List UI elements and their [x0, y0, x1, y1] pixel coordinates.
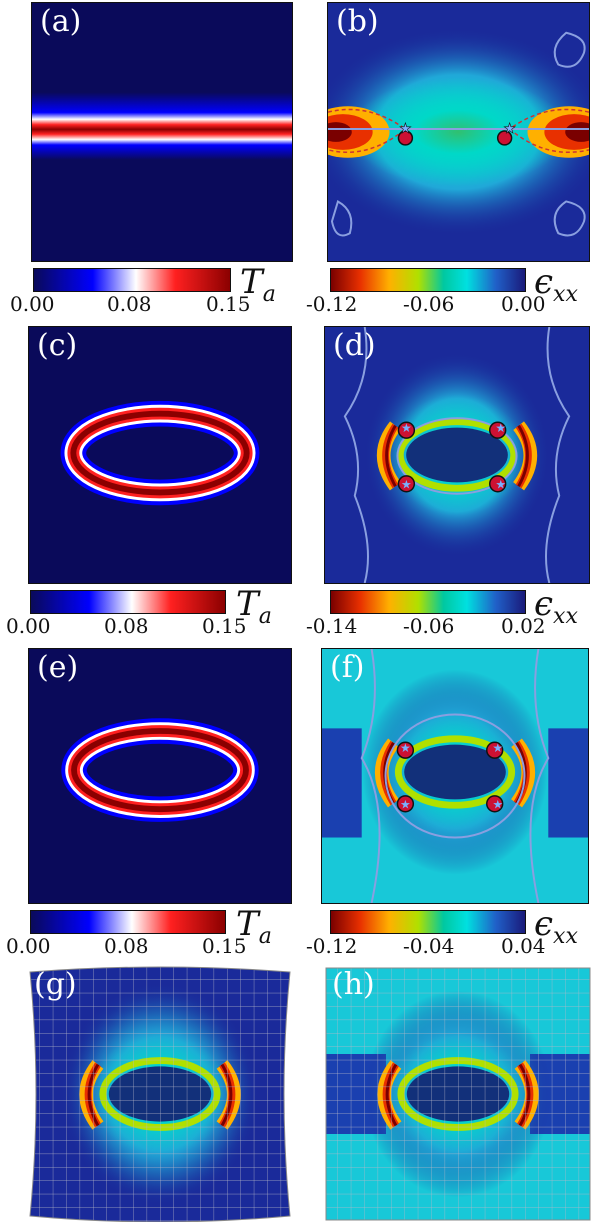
- colorbar-ta-1-tick-min: 0.00: [10, 292, 55, 316]
- colorbar-eps-2-tick-max: 0.02: [501, 614, 546, 638]
- svg-text:★: ★: [399, 121, 411, 137]
- svg-text:★: ★: [503, 121, 515, 137]
- panel-b-label: (b): [336, 4, 379, 39]
- panel-a-label: (a): [40, 4, 82, 39]
- colorbar-ta-2-title: Ta: [236, 584, 272, 629]
- panel-b: ★ ★ (b): [327, 2, 590, 262]
- svg-text:★: ★: [495, 421, 506, 435]
- svg-text:★: ★: [492, 798, 503, 812]
- panel-h-field: [325, 967, 591, 1221]
- colorbar-ta-1-title: Ta: [240, 262, 276, 307]
- colorbar-ta-3-tick-min: 0.00: [6, 934, 51, 958]
- colorbar-ta-3-title: Ta: [236, 904, 272, 949]
- svg-text:★: ★: [401, 478, 412, 492]
- colorbar-ta-2: [30, 590, 226, 614]
- colorbar-ta-3-tick-max: 0.15: [202, 934, 247, 958]
- colorbar-eps-1-tick-max: 0.00: [501, 292, 546, 316]
- colorbar-ta-1: [33, 268, 231, 292]
- svg-text:★: ★: [400, 798, 411, 812]
- panel-e-field: [29, 649, 291, 903]
- colorbar-ta-3: [30, 910, 226, 934]
- panel-e-label: (e): [37, 650, 79, 685]
- panel-a: (a): [31, 2, 293, 262]
- svg-text:★: ★: [495, 478, 506, 492]
- colorbar-ta-2-tick-min: 0.00: [6, 614, 51, 638]
- panel-e: (e): [28, 648, 292, 904]
- colorbar-eps-2-tick-mid: -0.06: [403, 614, 455, 638]
- colorbar-eps-3-tick-mid: -0.04: [403, 934, 455, 958]
- panel-d-label: (d): [333, 328, 376, 363]
- panel-b-field: ★ ★: [328, 3, 589, 261]
- panel-h: (h): [324, 966, 592, 1222]
- panel-h-label: (h): [332, 967, 375, 1002]
- colorbar-ta-3-tick-mid: 0.08: [104, 934, 149, 958]
- colorbar-eps-3: [330, 910, 526, 934]
- colorbar-ta-1-tick-mid: 0.08: [107, 292, 152, 316]
- colorbar-eps-3-tick-min: -0.12: [306, 934, 358, 958]
- colorbar-eps-3-title: ϵxx: [534, 904, 578, 949]
- panel-g-field: [29, 966, 291, 1222]
- panel-d-field: ★ ★ ★ ★: [325, 327, 589, 583]
- panel-d: ★ ★ ★ ★ (d): [324, 326, 590, 584]
- colorbar-eps-1-title: ϵxx: [534, 262, 578, 307]
- panel-c: (c): [28, 326, 292, 584]
- colorbar-eps-2-tick-min: -0.14: [306, 614, 358, 638]
- colorbar-ta-1-tick-max: 0.15: [206, 292, 251, 316]
- svg-text:★: ★: [401, 421, 412, 435]
- svg-text:★: ★: [492, 741, 503, 755]
- colorbar-eps-1: [330, 268, 526, 292]
- panel-c-label: (c): [37, 328, 78, 363]
- panel-f-label: (f): [330, 650, 365, 685]
- svg-text:★: ★: [400, 741, 411, 755]
- colorbar-ta-2-tick-mid: 0.08: [104, 614, 149, 638]
- panel-g: (g): [26, 966, 294, 1222]
- colorbar-eps-2-title: ϵxx: [534, 584, 578, 629]
- colorbar-ta-2-tick-max: 0.15: [202, 614, 247, 638]
- panel-g-label: (g): [34, 967, 77, 1002]
- colorbar-eps-1-tick-min: -0.12: [306, 292, 358, 316]
- colorbar-eps-2: [330, 590, 526, 614]
- panel-a-field: [32, 3, 292, 261]
- panel-f-field: ★ ★ ★ ★: [322, 649, 588, 903]
- panel-f: ★ ★ ★ ★ (f): [321, 648, 589, 904]
- panel-c-field: [29, 327, 291, 583]
- colorbar-eps-1-tick-mid: -0.06: [403, 292, 455, 316]
- colorbar-eps-3-tick-max: 0.04: [501, 934, 546, 958]
